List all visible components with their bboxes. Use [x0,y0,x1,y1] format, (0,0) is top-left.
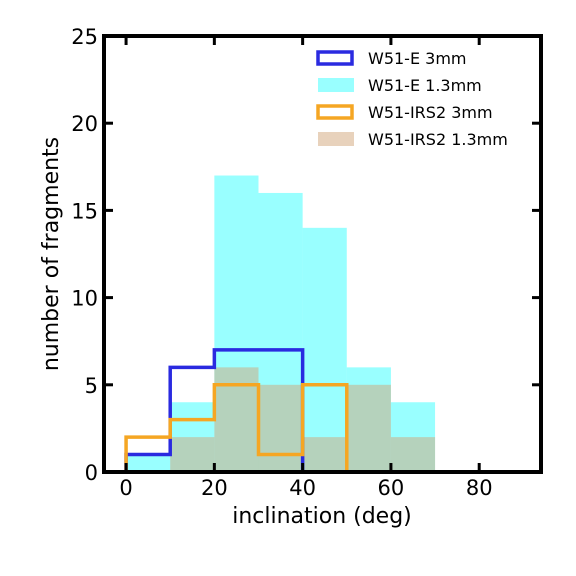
step-line-w51-e-3mm [124,348,305,472]
x-tick-label-80: 80 [466,476,493,500]
legend-key-w51-irs2-3mm [316,104,354,120]
x-tick-label-40: 40 [289,476,316,500]
bar-w51-irs2-1-3mm-6 [390,437,436,472]
legend-key-w51-irs2-1-3mm [318,132,354,146]
filled-histogram-bars [126,175,436,472]
bar-w51-irs2-1-3mm-5 [346,384,391,472]
legend-label-w51-irs2-1-3mm: W51-IRS2 1.3mm [368,130,508,149]
legend-key-w51-e-1-3mm [318,78,354,92]
x-tick-label-60: 60 [378,476,405,500]
legend-key-w51-e-3mm [316,50,354,66]
step-histogram-lines [124,348,349,472]
legend-label-w51-e-1-3mm: W51-E 1.3mm [368,76,482,95]
x-tick-label-20: 20 [201,476,228,500]
x-axis-label: inclination (deg) [232,504,412,529]
bar-w51-irs2-1-3mm-1 [170,437,215,472]
y-tick-label-25: 25 [71,25,98,49]
legend-label-w51-e-3mm: W51-E 3mm [368,49,467,68]
y-tick-label-5: 5 [85,374,98,398]
bar-w51-e-1-3mm-4 [302,227,347,472]
y-tick-label-15: 15 [71,199,98,223]
bar-w51-irs2-1-3mm-3 [258,384,303,472]
legend: W51-E 3mm W51-E 1.3mm W51-IRS2 3mm W51-IRS2… [316,49,508,149]
y-tick-label-10: 10 [71,287,98,311]
bar-w51-irs2-1-3mm-4 [302,437,347,472]
y-axis-label: number of fragments [39,137,64,371]
legend-label-w51-irs2-3mm: W51-IRS2 3mm [368,103,493,122]
y-tick-label-0: 0 [85,461,98,485]
bar-w51-e-1-3mm-0 [126,454,171,472]
plot-frame [102,34,543,474]
x-tick-label-0: 0 [119,476,132,500]
step-line-w51-irs2-3mm [124,383,349,472]
y-tick-label-20: 20 [71,112,98,136]
